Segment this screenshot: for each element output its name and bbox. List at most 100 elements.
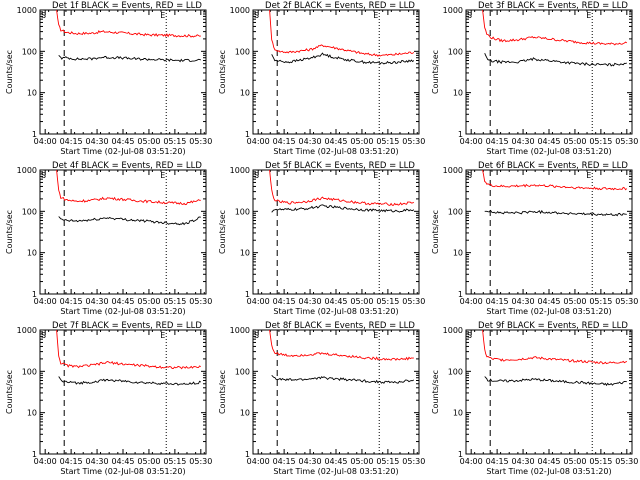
- y-tick-label: 1000: [443, 6, 463, 15]
- x-tick-label: 05:00: [563, 297, 586, 306]
- y-tick-label: 10: [27, 249, 37, 258]
- y-tick-label: 10: [453, 409, 463, 418]
- y-axis-label: Counts/sec: [218, 210, 227, 254]
- x-tick-label: 05:00: [137, 457, 160, 466]
- x-tick-label: 04:45: [111, 297, 134, 306]
- start-marker-label: S: [41, 331, 46, 340]
- y-tick-label: 1: [458, 290, 463, 299]
- x-tick-label: 05:15: [589, 137, 612, 146]
- end-marker-label: E: [586, 331, 591, 340]
- y-tick-label: 100: [235, 207, 250, 216]
- x-axis-label: Start Time (02-Jul-08 03:51:20): [60, 467, 185, 476]
- plot-frame: [252, 9, 420, 135]
- y-tick-label: 1000: [443, 326, 463, 335]
- x-tick-label: 04:00: [34, 137, 57, 146]
- end-marker-label: E: [160, 11, 165, 20]
- start-marker-label: S: [467, 171, 472, 180]
- x-axis-label: Start Time (02-Jul-08 03:51:20): [486, 147, 611, 156]
- start-marker-label: S: [254, 171, 259, 180]
- lld-rate-line: [56, 9, 201, 38]
- x-tick-label: 04:00: [247, 137, 270, 146]
- x-tick-label: 04:15: [486, 137, 509, 146]
- y-tick-label: 1: [245, 450, 250, 459]
- start-marker-label: S: [41, 11, 46, 20]
- x-tick-label: 04:45: [111, 457, 134, 466]
- y-tick-label: 100: [448, 207, 463, 216]
- lld-rate-line: [482, 329, 628, 365]
- x-tick-label: 05:15: [589, 297, 612, 306]
- x-tick-label: 05:00: [350, 457, 373, 466]
- y-axis-label: Counts/sec: [5, 210, 14, 254]
- panel-title: Det 6f BLACK = Events, RED = LLD: [478, 161, 628, 171]
- detector-panel-8: Det 8f BLACK = Events, RED = LLD 1 10 100 10…: [218, 321, 425, 476]
- y-tick-label: 10: [27, 89, 37, 98]
- y-tick-label: 1: [458, 450, 463, 459]
- x-tick-label: 05:30: [189, 457, 212, 466]
- x-tick-label: 04:45: [111, 137, 134, 146]
- lld-rate-line: [269, 329, 414, 361]
- panel-title: Det 8f BLACK = Events, RED = LLD: [265, 321, 415, 331]
- y-tick-label: 100: [448, 47, 463, 56]
- x-tick-label: 05:15: [163, 457, 186, 466]
- end-marker-label: E: [586, 11, 591, 20]
- x-tick-label: 05:00: [350, 297, 373, 306]
- events-rate-line: [58, 54, 201, 63]
- y-tick-label: 100: [22, 47, 37, 56]
- y-tick-label: 10: [453, 249, 463, 258]
- x-tick-label: 04:00: [247, 297, 270, 306]
- x-tick-label: 04:15: [486, 457, 509, 466]
- x-axis-label: Start Time (02-Jul-08 03:51:20): [273, 147, 398, 156]
- x-axis-label: Start Time (02-Jul-08 03:51:20): [273, 307, 398, 316]
- x-tick-label: 05:15: [163, 297, 186, 306]
- y-tick-label: 100: [235, 47, 250, 56]
- events-rate-line: [271, 374, 415, 384]
- start-marker-label: S: [467, 11, 472, 20]
- x-tick-label: 05:15: [376, 457, 399, 466]
- events-rate-line: [484, 53, 627, 67]
- x-tick-label: 04:45: [537, 137, 560, 146]
- x-tick-label: 04:30: [86, 137, 109, 146]
- y-tick-label: 1: [458, 130, 463, 139]
- x-tick-label: 05:15: [589, 457, 612, 466]
- x-tick-label: 04:45: [324, 137, 347, 146]
- detector-panel-5: Det 5f BLACK = Events, RED = LLD 1 10 100 10…: [218, 161, 425, 316]
- end-marker-label: E: [373, 171, 378, 180]
- x-tick-label: 05:00: [137, 297, 160, 306]
- start-marker-label: S: [467, 331, 472, 340]
- plot-frame: [252, 329, 420, 455]
- plot-frame: [465, 9, 633, 135]
- y-tick-label: 1: [32, 290, 37, 299]
- x-tick-label: 04:00: [34, 457, 57, 466]
- x-tick-label: 04:30: [299, 137, 322, 146]
- y-tick-label: 1: [32, 130, 37, 139]
- end-marker-label: E: [373, 331, 378, 340]
- x-tick-label: 04:00: [460, 137, 483, 146]
- y-tick-label: 100: [448, 367, 463, 376]
- y-tick-label: 1: [32, 450, 37, 459]
- events-rate-line: [58, 216, 201, 226]
- end-marker-label: E: [160, 331, 165, 340]
- x-tick-label: 04:30: [299, 297, 322, 306]
- y-axis-label: Counts/sec: [5, 370, 14, 414]
- x-tick-label: 05:30: [615, 297, 638, 306]
- y-axis-label: Counts/sec: [218, 370, 227, 414]
- y-tick-label: 1000: [230, 6, 250, 15]
- x-tick-label: 05:30: [189, 137, 212, 146]
- x-tick-label: 04:00: [34, 297, 57, 306]
- x-tick-label: 05:00: [137, 137, 160, 146]
- lld-rate-line: [482, 169, 628, 191]
- x-tick-label: 05:15: [376, 297, 399, 306]
- x-tick-label: 05:00: [350, 137, 373, 146]
- end-marker-label: E: [586, 171, 591, 180]
- plot-frame: [39, 9, 207, 135]
- x-tick-label: 04:30: [512, 137, 535, 146]
- events-rate-line: [484, 376, 627, 387]
- events-rate-line: [271, 204, 415, 213]
- x-tick-label: 04:15: [60, 137, 83, 146]
- x-tick-label: 05:30: [189, 297, 212, 306]
- x-tick-label: 04:30: [512, 457, 535, 466]
- detector-panel-3: Det 3f BLACK = Events, RED = LLD 1 10 100 10…: [431, 1, 638, 156]
- y-axis-label: Counts/sec: [218, 50, 227, 94]
- panel-title: Det 1f BLACK = Events, RED = LLD: [52, 1, 202, 11]
